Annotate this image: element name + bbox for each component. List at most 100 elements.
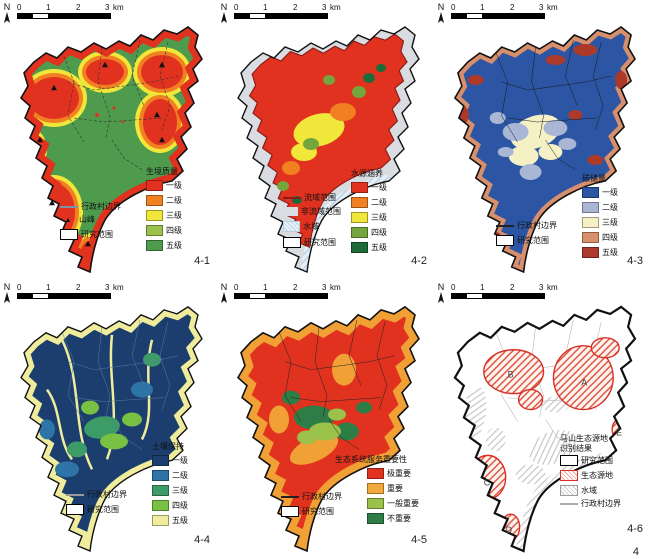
legend-classes: 水源涵养 一级 二级 三级 四级 五级 bbox=[351, 170, 387, 257]
class-label: 二级 bbox=[371, 197, 387, 207]
scale-bar-segments bbox=[451, 13, 545, 19]
study-area-swatch bbox=[283, 237, 301, 248]
legend-title: 生态系统服务重要性 bbox=[335, 455, 407, 464]
scale-tick: 3 bbox=[322, 3, 327, 12]
class-swatch bbox=[146, 210, 163, 221]
extra-label: 行政村边界 bbox=[302, 492, 342, 501]
map-ecological-source-result: A B C D E bbox=[453, 305, 637, 553]
class-swatch bbox=[146, 240, 163, 251]
class-label: 五级 bbox=[172, 515, 188, 525]
scale-bar: 0 1 2 3 km bbox=[234, 3, 356, 19]
scale-unit: km bbox=[330, 3, 341, 12]
scale-tick: 1 bbox=[46, 3, 51, 12]
non-watershed-swatch bbox=[283, 207, 298, 216]
scale-tick: 2 bbox=[510, 3, 515, 12]
extra-label: 生态源地 bbox=[581, 470, 613, 480]
map-tools: N 0 1 2 3 km bbox=[437, 283, 573, 304]
north-label: N bbox=[220, 2, 228, 12]
class-label: 五级 bbox=[371, 242, 387, 252]
scale-ticks: 0 1 2 3 km bbox=[234, 3, 356, 13]
legend-row: 极重要 bbox=[367, 468, 419, 479]
class-swatch bbox=[582, 217, 599, 228]
scale-unit: km bbox=[547, 3, 558, 12]
legend-row: 一级 bbox=[351, 182, 387, 193]
scale-tick: 1 bbox=[263, 283, 268, 292]
legend-result: 马山生态源地 识别结果 研究范围 生态源地 水域 行政村边界 bbox=[560, 435, 621, 512]
panel-id: 4-6 bbox=[627, 523, 643, 535]
legend-row: 行政村边界 bbox=[281, 493, 342, 501]
class-label: 三级 bbox=[602, 217, 618, 227]
legend-classes: 生态系统服务重要性 极重要 重要 一般重要 不重要 bbox=[335, 456, 419, 528]
study-area-swatch bbox=[560, 455, 578, 466]
legend-row: 五级 bbox=[582, 247, 618, 258]
north-arrow-icon: N bbox=[437, 3, 445, 24]
study-area-swatch bbox=[281, 506, 299, 517]
scale-tick: 3 bbox=[322, 283, 327, 292]
class-label: 极重要 bbox=[387, 468, 411, 478]
scale-tick: 3 bbox=[105, 283, 110, 292]
panel-water-conservation: N 0 1 2 3 km 水源涵养 一级 二级 三级 四级 五级 bbox=[217, 0, 434, 280]
class-label: 三级 bbox=[172, 485, 188, 495]
extra-label: 行政村边界 bbox=[81, 202, 121, 211]
legend-row: 四级 bbox=[582, 232, 618, 243]
legend-row: 一级 bbox=[146, 180, 182, 191]
class-swatch bbox=[367, 498, 384, 509]
legend-title-line1: 马山生态源地 bbox=[560, 434, 608, 443]
north-label: N bbox=[220, 282, 228, 292]
boundary-line-swatch bbox=[60, 206, 78, 208]
legend-extras: 行政村边界 研究范围 bbox=[496, 222, 557, 251]
class-label: 四级 bbox=[371, 227, 387, 237]
class-label: 一般重要 bbox=[387, 498, 419, 508]
scale-tick: 3 bbox=[539, 283, 544, 292]
scale-bar-segments bbox=[17, 293, 111, 299]
panel-id: 4-2 bbox=[411, 255, 427, 267]
legend-row: 二级 bbox=[152, 470, 188, 481]
legend-row: 一般重要 bbox=[367, 498, 419, 509]
ecological-source-swatch bbox=[560, 470, 578, 481]
scale-tick: 0 bbox=[451, 3, 456, 12]
area-label-d: D bbox=[506, 525, 513, 535]
legend-row: 流域范围 bbox=[283, 194, 341, 202]
class-swatch bbox=[582, 202, 599, 213]
legend-row: 四级 bbox=[146, 225, 182, 236]
legend-row: 非流域范围 bbox=[283, 207, 341, 216]
class-label: 五级 bbox=[602, 247, 618, 257]
panel-soil-retention: N 0 1 2 3 km 土壤保持 一级 二级 三级 四级 五级 bbox=[0, 280, 217, 559]
extra-label: 研究范围 bbox=[81, 229, 113, 239]
legend-row: 研究范围 bbox=[281, 506, 342, 517]
scale-bar-segments bbox=[234, 13, 328, 19]
extra-label: 流域范围 bbox=[304, 193, 336, 202]
scale-tick: 3 bbox=[105, 3, 110, 12]
panel-id: 4-4 bbox=[194, 534, 210, 546]
legend-row: 三级 bbox=[582, 217, 618, 228]
legend-row: 三级 bbox=[152, 485, 188, 496]
north-label: N bbox=[437, 2, 445, 12]
scale-unit: km bbox=[330, 283, 341, 292]
map-water-conservation bbox=[237, 26, 420, 273]
map-fill-layers bbox=[454, 306, 636, 551]
boundary-line-swatch bbox=[496, 225, 514, 227]
north-arrow-icon: N bbox=[220, 3, 228, 24]
legend-row: 三级 bbox=[351, 212, 387, 223]
class-swatch bbox=[351, 242, 368, 253]
watershed-line-swatch bbox=[283, 197, 301, 199]
water-swatch bbox=[283, 221, 300, 232]
scale-unit: km bbox=[113, 3, 124, 12]
class-swatch bbox=[351, 182, 368, 193]
scale-tick: 2 bbox=[293, 3, 298, 12]
scale-tick: 1 bbox=[46, 283, 51, 292]
area-label-a: A bbox=[581, 378, 587, 388]
map-habitat-quality bbox=[20, 26, 203, 273]
extra-label: 研究范围 bbox=[517, 235, 549, 245]
class-label: 不重要 bbox=[387, 513, 411, 523]
map-carbon-storage bbox=[454, 26, 636, 273]
area-letter-labels: A B C D E bbox=[484, 370, 622, 535]
map-fill-layers bbox=[21, 306, 202, 551]
scale-bar: 0 1 2 3 km bbox=[234, 283, 356, 299]
scale-unit: km bbox=[113, 283, 124, 292]
boundary-line-swatch bbox=[66, 494, 84, 496]
extra-label: 水域 bbox=[303, 221, 319, 231]
legend-title: 碳储量 bbox=[582, 174, 606, 183]
map-fill-layers bbox=[238, 27, 419, 272]
